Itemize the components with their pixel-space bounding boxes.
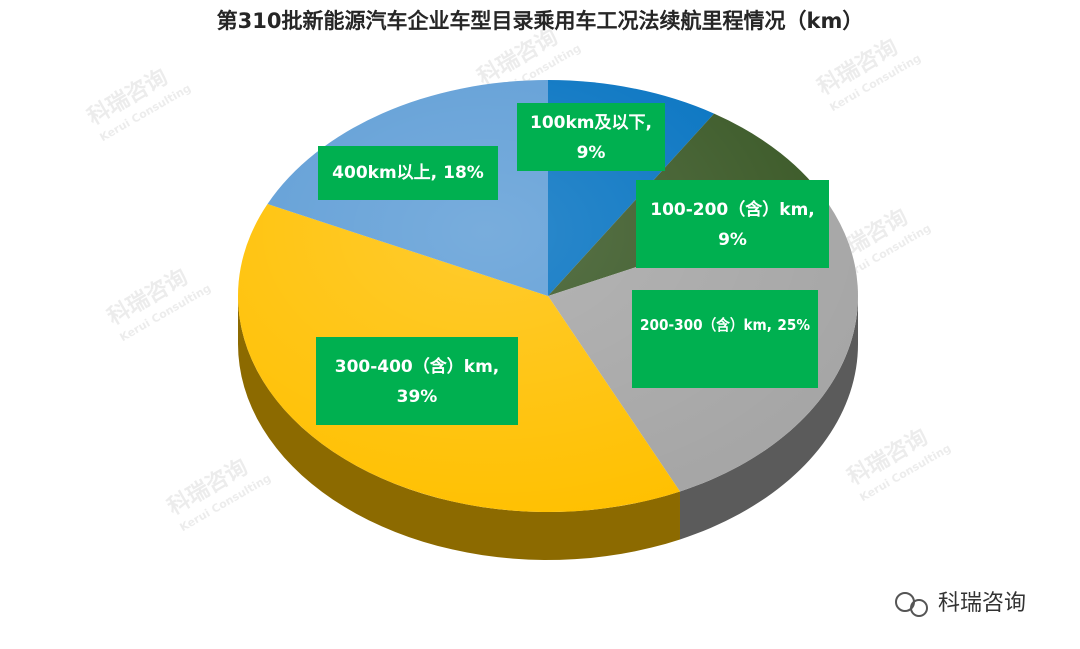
- slice-side: [238, 296, 680, 560]
- footer: 科瑞咨询: [895, 591, 1026, 617]
- label-separator: ,: [767, 316, 772, 334]
- data-label: 100km及以下, 9%: [530, 113, 652, 163]
- category-label: 200-300（含）km: [640, 316, 767, 334]
- label-separator: ,: [808, 200, 814, 220]
- value-label: 9%: [577, 143, 606, 163]
- label-box: [632, 290, 818, 388]
- value-label: 9%: [718, 230, 747, 250]
- value-label: 25%: [777, 316, 810, 334]
- category-label: 100-200（含）km: [650, 199, 808, 220]
- value-label: 39%: [397, 387, 438, 407]
- data-label: 300-400（含）km, 39%: [335, 356, 500, 407]
- data-labels: 100km及以下, 9%100-200（含）km, 9%200-300（含）km, 2…: [316, 103, 829, 425]
- label-box: [318, 146, 498, 200]
- data-label: 200-300（含）km, 25%: [640, 316, 810, 334]
- label-separator: ,: [493, 357, 499, 377]
- value-label: 18%: [443, 163, 484, 183]
- label-box: [636, 180, 829, 268]
- category-label: 400km以上: [332, 163, 431, 183]
- data-label: 100-200（含）km, 9%: [650, 199, 815, 250]
- footer-icon: [910, 599, 928, 617]
- slice-side: [679, 296, 858, 540]
- label-separator: ,: [646, 113, 652, 133]
- footer-text: 科瑞咨询: [938, 591, 1026, 616]
- data-label: 400km以上, 18%: [332, 163, 484, 183]
- category-label: 100km及以下: [530, 113, 646, 133]
- label-box: [517, 103, 665, 171]
- category-label: 300-400（含）km: [335, 356, 493, 377]
- label-separator: ,: [431, 163, 437, 183]
- label-box: [316, 337, 518, 425]
- chart-title: 第310批新能源汽车企业车型目录乘用车工况法续航里程情况（km）: [217, 9, 864, 33]
